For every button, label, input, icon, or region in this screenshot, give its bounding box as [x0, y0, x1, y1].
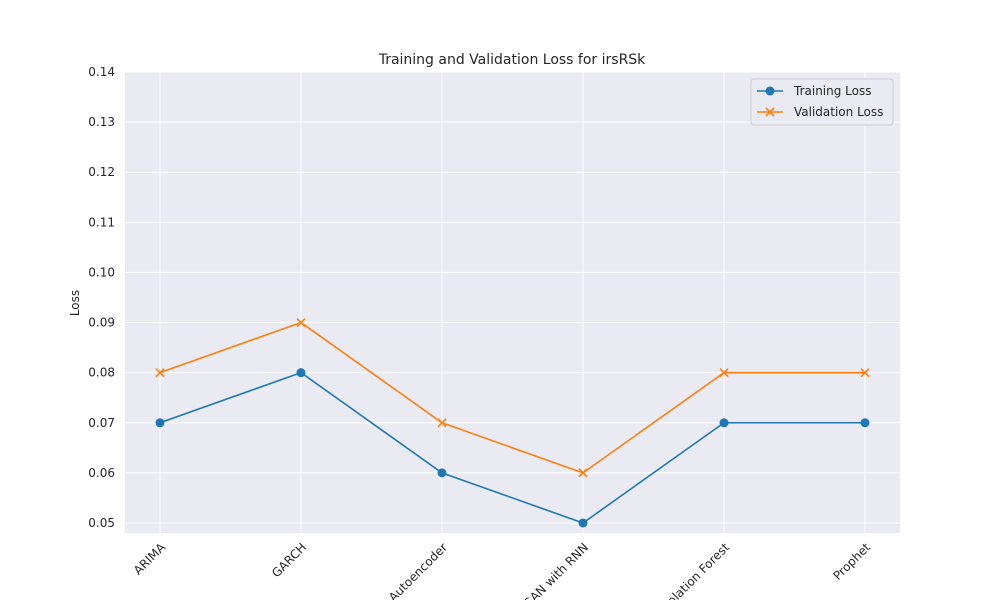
y-tick-label: 0.10 — [88, 265, 115, 279]
chart-title: Training and Validation Loss for irsRSk — [378, 52, 646, 68]
y-tick-label: 0.06 — [88, 466, 115, 480]
training-loss-point — [860, 418, 870, 428]
validation-loss-point — [437, 418, 447, 428]
grid — [125, 71, 900, 533]
training-loss-point — [296, 368, 306, 378]
validation-loss-point — [296, 317, 306, 328]
legend: Training Loss Validation Loss — [750, 78, 894, 126]
x-tick-label: Isolation Forest — [658, 540, 733, 600]
legend-label: Validation Loss — [794, 105, 883, 119]
training-loss-point — [719, 418, 729, 428]
training-loss-point — [155, 418, 165, 428]
y-tick-label: 0.09 — [88, 316, 115, 330]
legend-label: Training Loss — [793, 84, 871, 98]
validation-loss-point — [155, 368, 165, 378]
validation-loss-point — [860, 368, 870, 378]
training-loss-point — [578, 518, 588, 528]
y-tick-label: 0.12 — [88, 165, 115, 179]
y-axis-label: Loss — [68, 290, 82, 316]
y-axis-ticks: 0.05 0.06 0.07 0.08 0.09 0.10 0.11 0.12 0.13 0.14 — [88, 65, 115, 530]
series-layer — [155, 317, 870, 528]
legend-item-training: Training Loss — [757, 84, 871, 98]
plot-background — [125, 72, 900, 533]
series-line-validation — [159, 321, 865, 474]
validation-loss-point — [719, 368, 729, 378]
legend-marker-x — [765, 107, 775, 117]
y-tick-label: 0.07 — [88, 416, 115, 430]
y-tick-label: 0.11 — [88, 215, 115, 229]
y-tick-label: 0.08 — [88, 366, 115, 380]
x-tick-label: ARIMA — [131, 540, 169, 578]
series-line-training — [159, 371, 865, 524]
x-tick-label: GAN with RNN — [520, 540, 591, 600]
training-loss-point — [437, 468, 447, 478]
x-axis-ticks: ARIMA GARCH Autoencoder GAN with RNN Isolati… — [131, 540, 873, 600]
legend-item-validation: Validation Loss — [757, 105, 883, 119]
y-tick-label: 0.13 — [88, 115, 115, 129]
x-tick-label: GARCH — [269, 540, 309, 580]
legend-box — [750, 78, 894, 126]
legend-marker-circle — [765, 86, 775, 96]
x-tick-label: Prophet — [830, 540, 873, 583]
y-tick-label: 0.05 — [88, 516, 115, 530]
validation-loss-point — [578, 468, 588, 478]
x-tick-label: Autoencoder — [386, 540, 450, 600]
y-tick-label: 0.14 — [88, 65, 115, 79]
